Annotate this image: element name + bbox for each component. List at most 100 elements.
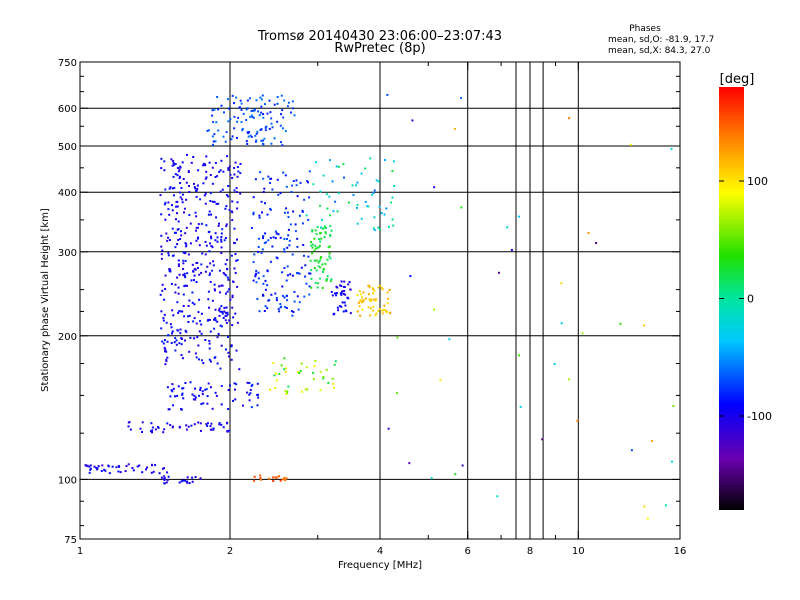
data-point	[103, 468, 106, 471]
data-point	[307, 255, 310, 258]
data-point	[185, 181, 188, 184]
data-point	[372, 305, 375, 308]
data-point	[386, 291, 389, 294]
data-point	[204, 202, 207, 205]
data-point	[182, 479, 184, 482]
data-point	[195, 262, 198, 264]
data-point	[238, 368, 241, 371]
data-point	[181, 201, 184, 204]
data-point	[264, 103, 266, 106]
data-point	[165, 321, 168, 324]
data-point	[163, 482, 166, 485]
data-point	[519, 405, 522, 408]
data-point	[270, 142, 273, 145]
data-point	[182, 262, 185, 265]
data-point	[260, 139, 263, 142]
data-point	[248, 393, 251, 396]
data-point	[518, 354, 520, 357]
data-point	[220, 305, 223, 308]
data-point	[319, 266, 322, 269]
data-point	[162, 319, 165, 322]
data-point	[195, 322, 198, 325]
data-point	[166, 471, 169, 474]
data-point	[236, 201, 239, 204]
data-point	[185, 243, 188, 246]
x-tick-label: 10	[572, 546, 585, 557]
data-point	[317, 246, 320, 249]
data-point	[249, 97, 251, 100]
data-point	[233, 382, 236, 385]
data-point	[180, 337, 183, 340]
data-point	[178, 342, 181, 345]
data-point	[320, 237, 323, 240]
data-point	[177, 311, 180, 314]
data-point	[233, 173, 236, 176]
data-point	[369, 157, 372, 160]
data-point	[214, 289, 216, 292]
data-point	[341, 301, 344, 304]
data-point	[204, 270, 207, 273]
data-point	[182, 268, 185, 270]
data-point	[182, 251, 185, 254]
data-point	[323, 268, 325, 271]
data-point	[291, 253, 294, 256]
data-point	[189, 242, 192, 245]
data-point	[187, 321, 190, 323]
data-point	[256, 298, 259, 300]
data-point	[287, 228, 290, 231]
data-point	[182, 397, 185, 400]
data-point	[322, 227, 325, 230]
data-point	[260, 105, 263, 108]
data-point	[342, 285, 345, 288]
data-point	[180, 408, 183, 410]
data-point	[95, 466, 98, 469]
data-point	[151, 426, 154, 429]
data-point	[237, 170, 240, 173]
data-point	[251, 109, 254, 112]
x-tick-label: 16	[674, 546, 687, 557]
data-point	[358, 290, 361, 293]
data-point	[177, 329, 180, 332]
data-point	[151, 429, 154, 432]
data-point	[248, 399, 251, 402]
data-point	[291, 314, 294, 317]
data-point	[370, 300, 372, 302]
data-point	[343, 289, 346, 292]
data-point	[184, 259, 187, 262]
data-point	[171, 164, 174, 167]
data-point	[360, 293, 362, 296]
data-point	[194, 476, 197, 478]
data-point	[219, 190, 222, 193]
data-point	[283, 99, 286, 102]
data-point	[150, 471, 153, 474]
data-point	[160, 167, 163, 170]
data-point	[215, 202, 218, 205]
data-point	[216, 236, 219, 239]
data-point	[200, 429, 202, 432]
data-point	[392, 224, 395, 227]
data-point	[167, 201, 170, 204]
data-point	[560, 322, 563, 325]
data-point	[197, 236, 200, 239]
data-point	[315, 269, 318, 272]
data-point	[236, 259, 239, 262]
data-point	[293, 114, 296, 117]
data-point	[284, 174, 287, 177]
data-point	[170, 389, 173, 392]
data-point	[670, 147, 673, 150]
data-point	[225, 205, 228, 208]
data-point	[218, 222, 220, 225]
data-point	[166, 356, 169, 359]
data-point	[454, 473, 457, 476]
data-point	[208, 274, 211, 277]
data-point	[198, 394, 200, 397]
data-point	[175, 205, 178, 208]
data-point	[249, 388, 252, 391]
data-point	[235, 349, 238, 352]
data-point	[182, 273, 185, 276]
data-point	[326, 258, 329, 261]
data-point	[388, 225, 390, 228]
data-point	[286, 299, 289, 302]
data-point	[202, 362, 205, 365]
data-point	[182, 305, 185, 307]
